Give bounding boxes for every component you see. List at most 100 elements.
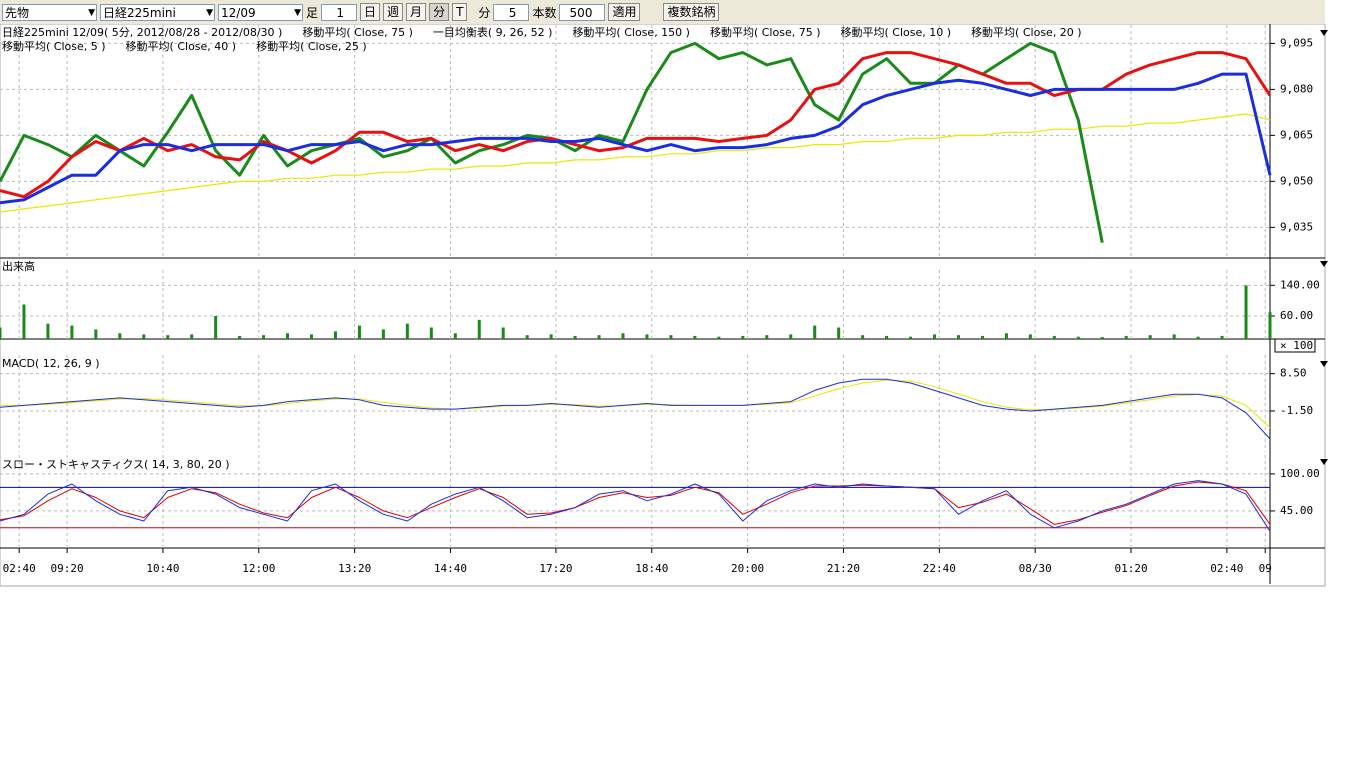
volume-bar <box>334 331 337 339</box>
volume-bar <box>406 324 409 339</box>
symbol-select[interactable]: 日経225mini <box>100 4 215 21</box>
volume-bar <box>765 335 768 339</box>
legend-entry: 一目均衡表( 9, 26, 52 ) <box>433 26 553 39</box>
volume-bar <box>957 335 960 339</box>
volume-bar <box>454 333 457 339</box>
volume-bar <box>526 335 529 339</box>
volume-bar <box>1101 337 1104 339</box>
y-tick-label: 60.00 <box>1280 309 1313 322</box>
volume-bar <box>789 334 792 339</box>
x-tick-label: 10:40 <box>146 562 179 575</box>
volume-bar <box>1029 334 1032 339</box>
x-tick-label: 20:00 <box>731 562 764 575</box>
legend-row: 移動平均( Close, 5 ) 移動平均( Close, 40 ) 移動平均( C… <box>2 40 1102 54</box>
volume-bar <box>382 329 385 339</box>
multi-button[interactable]: 複数銘柄 <box>663 3 719 21</box>
volume-bar <box>358 326 361 339</box>
volume-bar <box>1221 336 1224 339</box>
volume-bar <box>22 305 25 340</box>
legend-entry: 移動平均( Close, 5 ) <box>2 40 106 53</box>
x-tick-label: 12:00 <box>242 562 275 575</box>
volume-bar <box>238 336 241 339</box>
foot-count[interactable]: 1 <box>321 4 357 21</box>
volume-bar <box>1173 334 1176 339</box>
contract-select[interactable]: 12/09 <box>218 4 303 21</box>
x-tick-label: 01:20 <box>1114 562 1147 575</box>
y-tick-label: 9,080 <box>1280 82 1313 95</box>
volume-bar <box>909 337 912 339</box>
volume-bar <box>622 333 625 339</box>
volume-bar <box>142 334 145 339</box>
month-button[interactable]: 月 <box>406 3 426 21</box>
y-tick-label: 9,050 <box>1280 174 1313 187</box>
volume-bar <box>645 334 648 339</box>
y-tick-label: 9,035 <box>1280 220 1313 233</box>
minute-button[interactable]: 分 <box>429 3 449 21</box>
day-button[interactable]: 日 <box>360 3 380 21</box>
x-tick-label: 21:20 <box>827 562 860 575</box>
x-tick-label: 09 <box>1259 562 1272 575</box>
volume-bar <box>813 326 816 339</box>
legend-entry: 移動平均( Close, 25 ) <box>256 40 367 53</box>
y-tick-label: 45.00 <box>1280 504 1313 517</box>
volume-scale: × 100 <box>1280 339 1313 352</box>
volume-bar <box>1197 337 1200 339</box>
y-tick-label: -1.50 <box>1280 404 1313 417</box>
market-select[interactable]: 先物 <box>2 4 97 21</box>
y-tick-label: 100.00 <box>1280 467 1320 480</box>
volume-bar <box>286 333 289 339</box>
volume-bar <box>94 329 97 339</box>
price-legend: 日経225mini 12/09( 5分, 2012/08/28 - 2012/0… <box>2 26 1102 54</box>
volume-bar <box>669 335 672 339</box>
volume-bar <box>1077 337 1080 339</box>
legend-entry: 移動平均( Close, 75 ) <box>302 26 413 39</box>
macd-title: MACD( 12, 26, 9 ) <box>2 357 100 370</box>
volume-bar <box>1005 333 1008 339</box>
volume-bar <box>166 335 169 339</box>
volume-bar <box>1269 312 1272 339</box>
stoch-title: スロー・ストキャスティクス( 14, 3, 80, 20 ) <box>2 456 230 472</box>
volume-bar <box>46 324 49 339</box>
volume-bar <box>933 334 936 339</box>
volume-bar <box>1125 336 1128 339</box>
x-tick-label: 22:40 <box>923 562 956 575</box>
legend-entry: 移動平均( Close, 20 ) <box>971 26 1082 39</box>
tick-button[interactable]: T <box>452 3 467 21</box>
foot-label: 足 <box>306 4 318 21</box>
volume-bar <box>502 328 505 340</box>
x-tick-label: 13:20 <box>338 562 371 575</box>
volume-bar <box>741 336 744 339</box>
x-tick-label: 09:20 <box>51 562 84 575</box>
unit-label: 分 <box>478 4 490 21</box>
x-tick-label: 14:40 <box>434 562 467 575</box>
legend-entry: 移動平均( Close, 40 ) <box>126 40 237 53</box>
volume-bar <box>0 328 2 340</box>
y-tick-label: 8.50 <box>1280 367 1307 380</box>
legend-entry: 移動平均( Close, 10 ) <box>841 26 952 39</box>
volume-bar <box>478 320 481 339</box>
volume-bar <box>310 334 313 339</box>
volume-bar <box>118 333 121 339</box>
volume-bar <box>1245 285 1248 339</box>
volume-bar <box>262 335 265 339</box>
y-tick-label: 9,065 <box>1280 128 1313 141</box>
legend-entry: 移動平均( Close, 75 ) <box>710 26 821 39</box>
legend-row: 日経225mini 12/09( 5分, 2012/08/28 - 2012/0… <box>2 26 1102 40</box>
volume-bar <box>885 336 888 339</box>
volume-bar <box>837 328 840 340</box>
volume-bar <box>861 335 864 339</box>
y-tick-label: 140.00 <box>1280 278 1320 291</box>
count-value[interactable]: 500 <box>559 4 605 21</box>
legend-entry: 移動平均( Close, 150 ) <box>572 26 690 39</box>
volume-title: 出来高 <box>2 258 35 274</box>
x-tick-label: 17:20 <box>539 562 572 575</box>
week-button[interactable]: 週 <box>383 3 403 21</box>
apply-button[interactable]: 適用 <box>608 3 640 21</box>
x-tick-label: 08/30 <box>1019 562 1052 575</box>
x-tick-label: 02:40 <box>3 562 36 575</box>
unit-value[interactable]: 5 <box>493 4 529 21</box>
volume-bar <box>598 335 601 339</box>
x-tick-label: 18:40 <box>635 562 668 575</box>
volume-bar <box>693 336 696 339</box>
volume-bar <box>430 328 433 340</box>
